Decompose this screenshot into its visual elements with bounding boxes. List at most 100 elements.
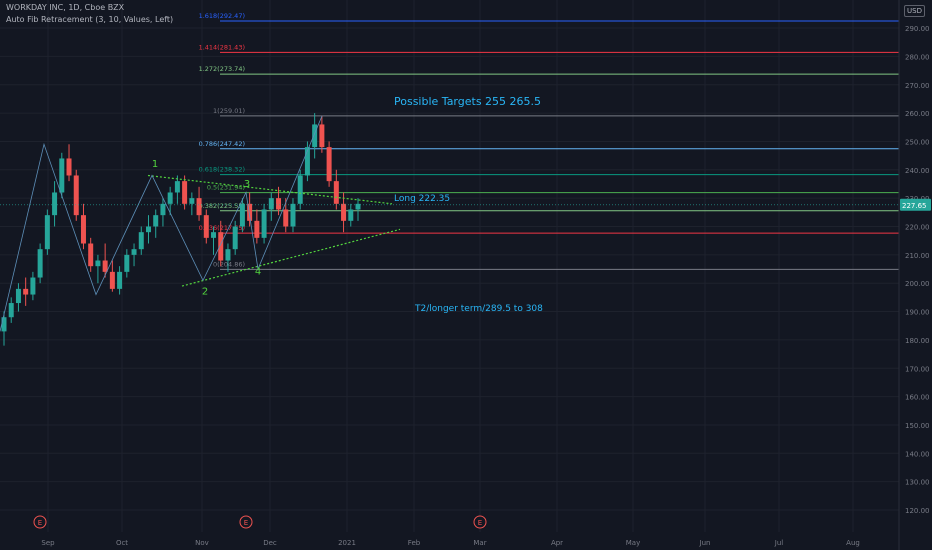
upper-trendline[interactable] bbox=[147, 174, 393, 205]
candle-body bbox=[290, 203, 296, 227]
fib-level-label: 0(204.86) bbox=[213, 260, 245, 268]
candle-body bbox=[196, 198, 202, 216]
x-tick-label: May bbox=[626, 539, 640, 547]
x-tick-label: Jun bbox=[699, 539, 711, 547]
annotations: 1 2 3 4 Possible Targets 255 265.5 Long 222.3… bbox=[33, 95, 543, 529]
candle-body bbox=[341, 203, 347, 221]
price-tag bbox=[900, 198, 931, 211]
earnings-marker[interactable] bbox=[33, 515, 47, 529]
chart-title: WORKDAY INC, 1D, Cboe BZX bbox=[6, 3, 125, 12]
wave-label: 3 bbox=[244, 179, 250, 190]
candle-body bbox=[30, 277, 36, 295]
candle-body bbox=[138, 232, 144, 250]
y-tick-label: 180.00 bbox=[905, 337, 930, 345]
y-tick-label: 260.00 bbox=[905, 110, 930, 118]
y-tick-label: 210.00 bbox=[905, 252, 930, 260]
fib-retracement[interactable]: 1.618(292.47) 1.414(281.43) 1.272(273.74) 1… bbox=[199, 12, 899, 270]
y-tick-label: 130.00 bbox=[905, 479, 930, 487]
price-tag-label: 227.65 bbox=[902, 202, 927, 210]
earnings-marker-label: E bbox=[38, 519, 42, 527]
candle-body bbox=[333, 181, 339, 204]
x-tick-label: Feb bbox=[408, 539, 421, 547]
x-tick-label: Sep bbox=[41, 539, 55, 547]
y-tick-label: 280.00 bbox=[905, 53, 930, 61]
x-tick-label: Mar bbox=[473, 539, 486, 547]
candle-body bbox=[153, 215, 159, 227]
x-tick-label: Jul bbox=[774, 539, 784, 547]
y-tick-label: 250.00 bbox=[905, 138, 930, 146]
candle-body bbox=[37, 249, 43, 278]
trendlines[interactable] bbox=[0, 115, 899, 332]
candle-body bbox=[23, 288, 29, 295]
y-tick-label: 270.00 bbox=[905, 82, 930, 90]
candle-body bbox=[8, 303, 14, 318]
wave-label: 2 bbox=[202, 287, 208, 298]
candle-body bbox=[297, 175, 303, 204]
candles bbox=[1, 113, 361, 346]
candle-body bbox=[355, 203, 361, 210]
candle-body bbox=[283, 209, 289, 227]
y-tick-label: 220.00 bbox=[905, 224, 930, 232]
candle-body bbox=[124, 254, 130, 272]
y-tick-label: 160.00 bbox=[905, 394, 930, 402]
candle-body bbox=[304, 147, 310, 176]
y-tick-label: 240.00 bbox=[905, 167, 930, 175]
x-tick-label: Aug bbox=[846, 539, 860, 547]
y-axis[interactable]: 290.00280.00270.00260.00250.00240.00230.… bbox=[898, 0, 931, 550]
candle-body bbox=[160, 203, 166, 216]
candle-body bbox=[88, 243, 94, 267]
x-tick-label: Apr bbox=[551, 539, 563, 547]
candle-body bbox=[268, 198, 274, 210]
candle-body bbox=[312, 124, 318, 148]
y-tick-label: 150.00 bbox=[905, 422, 930, 430]
zigzag-line bbox=[0, 115, 323, 332]
candle-body bbox=[218, 232, 224, 261]
earnings-marker-label: E bbox=[244, 519, 248, 527]
indicator-label[interactable]: Auto Fib Retracement (3, 10, Values, Lef… bbox=[6, 15, 174, 24]
x-tick-label: Nov bbox=[195, 539, 209, 547]
x-tick-label: 2021 bbox=[338, 539, 356, 547]
candle-body bbox=[326, 147, 332, 182]
candle-body bbox=[319, 124, 325, 148]
x-axis[interactable]: Sep Oct Nov Dec 2021 Feb Mar Apr May Jun Jul Aug bbox=[41, 539, 859, 547]
candle-body bbox=[66, 158, 72, 176]
grid bbox=[0, 0, 899, 532]
candle-body bbox=[117, 271, 123, 289]
currency-badge[interactable]: USD bbox=[904, 5, 925, 17]
candle-body bbox=[73, 175, 79, 216]
longer-term-annotation: T2/longer term/289.5 to 308 bbox=[414, 304, 543, 314]
y-tick-label: 190.00 bbox=[905, 309, 930, 317]
candle-body bbox=[109, 271, 115, 289]
x-tick-label: Dec bbox=[263, 539, 277, 547]
fib-level-label: 0.618(238.32) bbox=[199, 166, 245, 174]
candle-body bbox=[239, 203, 245, 227]
lower-trendline[interactable] bbox=[181, 228, 401, 287]
earnings-marker[interactable] bbox=[473, 515, 487, 529]
candle-body bbox=[254, 220, 260, 238]
fib-level-label: 0.5(231.94) bbox=[207, 184, 245, 192]
candle-body bbox=[44, 215, 50, 250]
fib-level-label: 1.414(281.43) bbox=[199, 43, 245, 51]
candle-body bbox=[203, 215, 209, 238]
candle-body bbox=[80, 215, 86, 244]
y-tick-label: 170.00 bbox=[905, 365, 930, 373]
x-tick-label: Oct bbox=[116, 539, 128, 547]
fib-level-label: 1(259.01) bbox=[213, 107, 245, 115]
earnings-marker[interactable] bbox=[239, 515, 253, 529]
y-tick-label: 120.00 bbox=[905, 507, 930, 515]
earnings-marker-label: E bbox=[478, 519, 482, 527]
long-annotation: Long 222.35 bbox=[394, 194, 450, 204]
candle-body bbox=[211, 232, 217, 238]
candle-body bbox=[1, 317, 7, 332]
candle-body bbox=[167, 192, 173, 204]
candle-body bbox=[145, 226, 151, 233]
wave-label: 4 bbox=[255, 267, 261, 278]
candle-body bbox=[174, 181, 180, 193]
fib-level-label: 0.786(247.42) bbox=[199, 140, 245, 148]
y-tick-label: 140.00 bbox=[905, 450, 930, 458]
candle-body bbox=[52, 192, 58, 216]
fib-level-label: 0.236(217.65) bbox=[199, 224, 245, 232]
candle-body bbox=[15, 288, 21, 304]
